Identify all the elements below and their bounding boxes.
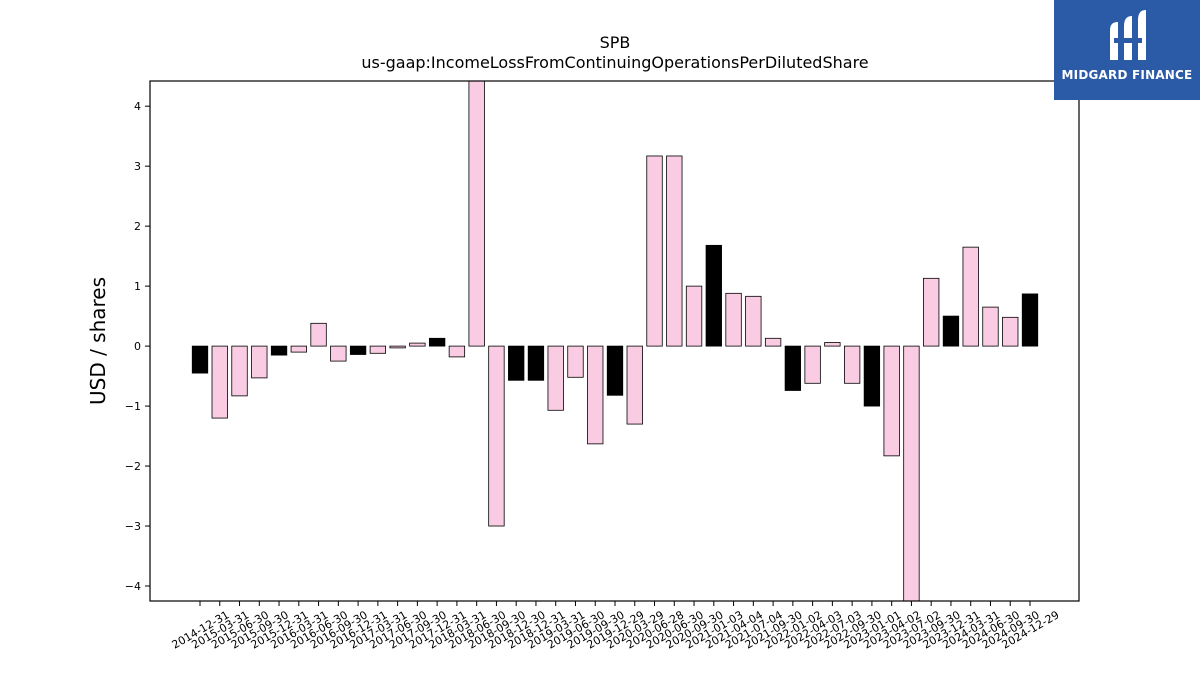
brand-logo: MIDGARD FINANCE xyxy=(1054,0,1200,100)
chart-subtitle: us-gaap:IncomeLossFromContinuingOperatio… xyxy=(361,53,868,72)
bars-group xyxy=(191,80,1039,602)
bar-2020-06-30 xyxy=(666,155,683,347)
bar-2017-03-31 xyxy=(369,345,387,354)
bar-2022-09-30 xyxy=(843,345,861,384)
bar-2015-12-31 xyxy=(270,345,288,356)
bar-2017-09-30 xyxy=(409,342,426,347)
bar-2023-01-01 xyxy=(863,345,881,407)
y-ticks-group: −4 −3 −2 −1 0 1 2 3 4 xyxy=(125,100,150,593)
bar-2018-09-30 xyxy=(488,345,505,527)
bar-2023-07-02 xyxy=(903,345,920,602)
bar-2018-03-31 xyxy=(448,345,466,358)
bar-2020-06-28 xyxy=(646,155,663,347)
bar-2019-12-29 xyxy=(606,345,624,396)
bar-2016-06-30 xyxy=(310,322,327,347)
bar-2016-03-31 xyxy=(290,345,307,353)
bar-2018-12-31 xyxy=(527,345,545,381)
y-tick-label: −3 xyxy=(125,520,141,533)
y-tick-label: 3 xyxy=(134,160,141,173)
bar-2023-12-31 xyxy=(942,315,960,347)
bar-2021-09-30 xyxy=(764,337,782,347)
bar-2020-09-30 xyxy=(685,285,703,347)
bar-2024-03-31 xyxy=(962,246,979,347)
y-tick-label: 4 xyxy=(134,100,141,113)
bar-2022-04-03 xyxy=(804,345,821,384)
bar-2021-01-03 xyxy=(705,244,722,347)
bar-2021-07-04 xyxy=(745,295,762,347)
logo-text: MIDGARD FINANCE xyxy=(1061,68,1193,82)
x-ticks-group: 2014-12-312015-03-312015-06-302015-09-30… xyxy=(170,601,1062,652)
bar-2018-12-30 xyxy=(508,345,525,381)
bar-2024-09-30 xyxy=(1002,316,1019,347)
plot-frame xyxy=(149,80,1080,602)
y-tick-label: −4 xyxy=(125,580,141,593)
bar-2017-12-31 xyxy=(428,337,446,347)
y-tick-label: 0 xyxy=(134,340,141,353)
bar-2014-12-31 xyxy=(191,345,209,374)
bar-2019-03-31 xyxy=(547,345,564,411)
bar-2020-03-29 xyxy=(626,345,643,425)
bar-2021-04-04 xyxy=(725,292,742,347)
bar-2022-07-03 xyxy=(824,342,841,347)
bar-2019-09-30 xyxy=(587,345,604,445)
bar-2018-06-30 xyxy=(468,80,485,347)
bar-2017-06-30 xyxy=(389,345,406,349)
chart-title: SPB xyxy=(600,33,631,52)
bar-2024-06-30 xyxy=(982,306,999,347)
y-axis-label: USD / shares xyxy=(86,277,110,405)
bar-2016-12-31 xyxy=(349,345,367,355)
midgard-logo-icon xyxy=(1110,10,1146,60)
bar-2023-09-30 xyxy=(923,277,940,347)
bar-2022-01-02 xyxy=(784,345,802,391)
bar-2015-09-30 xyxy=(251,345,268,379)
y-tick-label: 2 xyxy=(134,220,141,233)
bar-2015-06-30 xyxy=(231,345,248,397)
bar-2023-04-02 xyxy=(883,345,900,457)
bar-2024-12-29 xyxy=(1021,293,1039,347)
bar-2019-06-30 xyxy=(567,345,584,378)
y-tick-label: 1 xyxy=(134,280,141,293)
bar-2016-09-30 xyxy=(330,345,347,362)
y-tick-label: −1 xyxy=(125,400,141,413)
y-tick-label: −2 xyxy=(125,460,141,473)
bar-2015-03-31 xyxy=(211,345,228,419)
